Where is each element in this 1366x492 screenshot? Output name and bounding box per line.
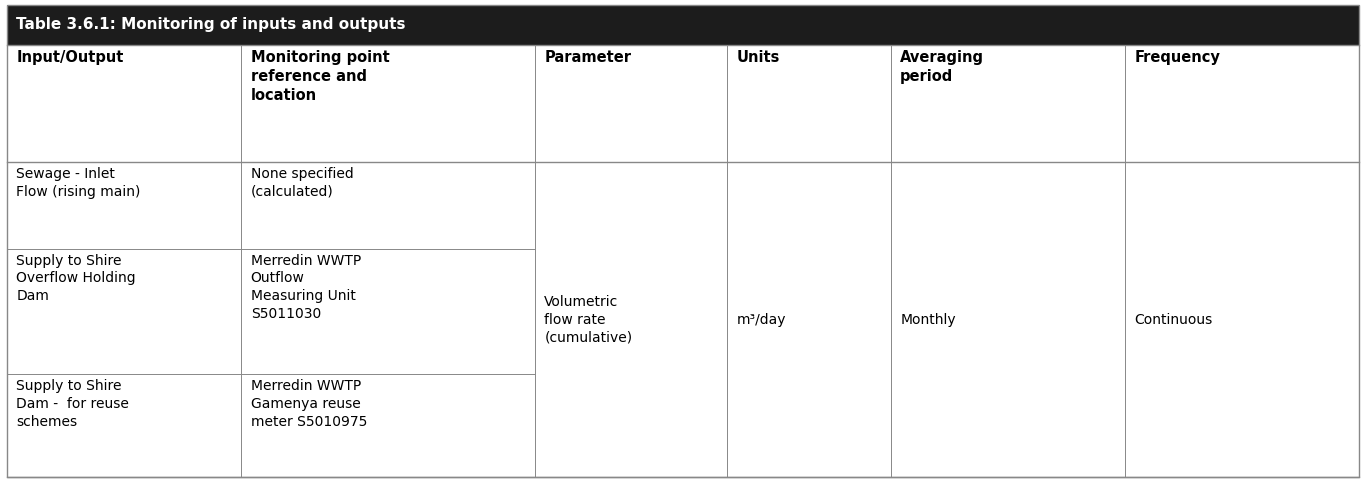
Text: Volumetric
flow rate
(cumulative): Volumetric flow rate (cumulative) [544, 295, 632, 344]
Text: Sewage - Inlet
Flow (rising main): Sewage - Inlet Flow (rising main) [16, 167, 141, 199]
Text: Input/Output: Input/Output [16, 50, 124, 65]
Bar [7, 248, 1359, 374]
Text: Frequency: Frequency [1134, 50, 1220, 65]
Text: None specified
(calculated): None specified (calculated) [251, 167, 354, 199]
Text: m³/day: m³/day [738, 313, 787, 327]
Text: Parameter: Parameter [544, 50, 631, 65]
Bar [7, 162, 1359, 248]
Bar [7, 45, 1359, 162]
Bar [7, 5, 1359, 45]
Text: Averaging
period: Averaging period [900, 50, 984, 84]
Text: Continuous: Continuous [1134, 313, 1213, 327]
Text: Merredin WWTP
Outflow
Measuring Unit
S5011030: Merredin WWTP Outflow Measuring Unit S50… [251, 253, 361, 321]
Text: Units: Units [738, 50, 780, 65]
Text: Supply to Shire
Dam -  for reuse
schemes: Supply to Shire Dam - for reuse schemes [16, 379, 130, 429]
Text: Monthly: Monthly [900, 313, 956, 327]
Text: Merredin WWTP
Gamenya reuse
meter S5010975: Merredin WWTP Gamenya reuse meter S50109… [251, 379, 367, 429]
Text: Monitoring point
reference and
location: Monitoring point reference and location [251, 50, 389, 103]
Text: Supply to Shire
Overflow Holding
Dam: Supply to Shire Overflow Holding Dam [16, 253, 137, 303]
Bar [7, 374, 1359, 477]
Text: Table 3.6.1: Monitoring of inputs and outputs: Table 3.6.1: Monitoring of inputs and ou… [16, 18, 406, 32]
